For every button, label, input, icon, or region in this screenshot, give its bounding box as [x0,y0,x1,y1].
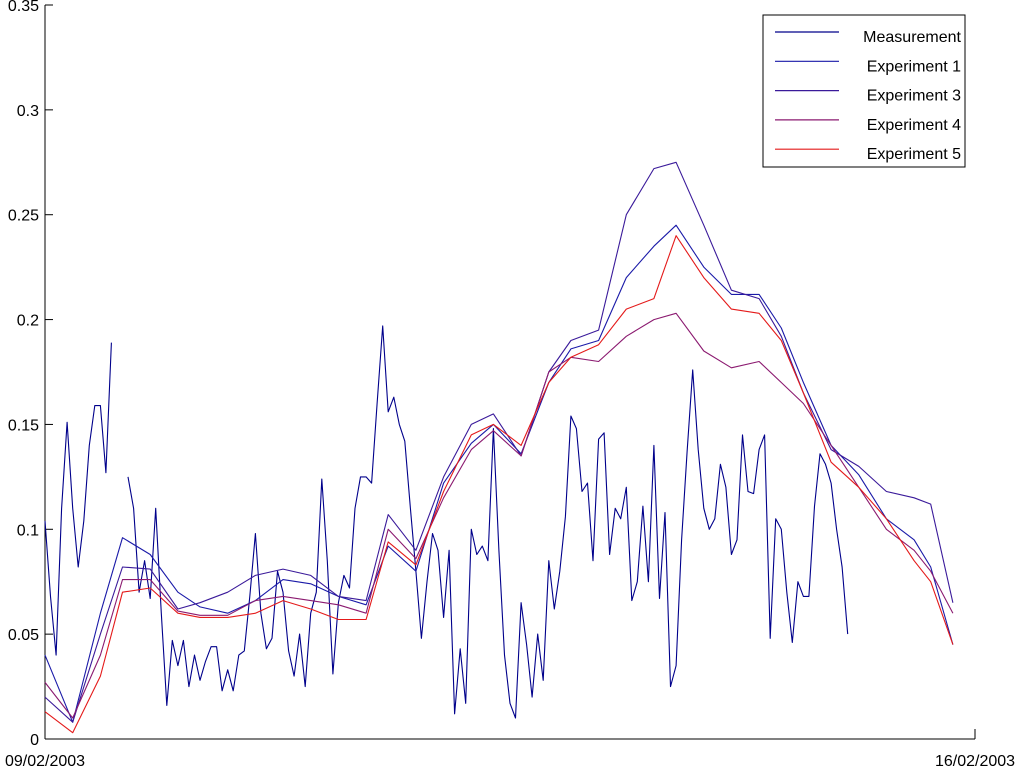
y-tick-label: 0.05 [8,627,39,644]
series-experiment-5 [44,235,954,734]
y-tick-label: 0.35 [8,0,39,15]
legend-item: Experiment 4 [775,117,961,134]
series-line [127,325,849,719]
legend-label: Measurement [863,29,961,46]
y-tick-label: 0.1 [17,522,39,539]
legend-item: Measurement [775,29,962,46]
x-tick-label: 16/02/2003 [935,753,1015,767]
axes: 0 0.05 0.1 0.15 0.2 0.25 0.3 0.35 09/02/2003 16/0… [5,0,1015,770]
y-tick-label: 0.15 [8,417,39,434]
legend: Measurement Experiment 1 Experiment 3 Exper… [762,14,966,168]
series-experiment-4 [44,312,954,719]
series-line [44,161,954,723]
legend-label: Experiment 4 [867,117,961,134]
y-tick-label: 0 [30,732,39,749]
legend-label: Experiment 5 [867,146,961,163]
series-measurement [44,325,849,719]
legend-item: Experiment 3 [775,88,961,105]
series-lines [44,161,954,734]
legend-item: Experiment 5 [775,146,961,163]
y-tick-label: 0.25 [8,208,39,225]
legend-label: Experiment 3 [867,88,961,105]
series-line [44,224,954,723]
legend-item: Experiment 1 [775,58,961,75]
x-tick-label: 09/02/2003 [5,753,85,767]
legend-label: Experiment 1 [867,58,961,75]
series-experiment-3 [44,161,954,723]
y-tick-label: 0.2 [17,313,39,330]
series-line [44,235,954,734]
series-experiment-1 [44,224,954,723]
y-tick-label: 0.3 [17,103,39,120]
series-line [44,312,954,719]
series-line [44,342,112,656]
